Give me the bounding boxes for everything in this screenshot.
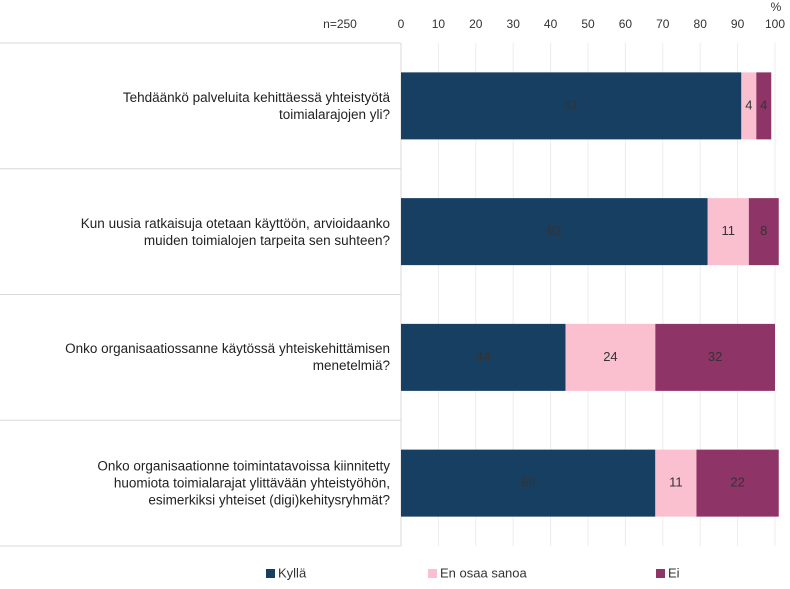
x-tick-label: 90 [731,17,745,31]
legend-swatch [656,569,665,578]
data-label: 11 [669,475,683,490]
data-label: 44 [476,349,490,364]
x-tick-label: 50 [581,17,595,31]
data-label: 91 [564,97,578,112]
data-label: 22 [730,475,744,490]
bar-segment [565,323,656,391]
annotation: n=250 [323,17,357,31]
bar-segment [696,449,779,517]
category-label: Tehdäänkö palveluita kehittäessä yhteist… [122,89,390,122]
legend-swatch [428,569,437,578]
x-tick-label: 0 [398,17,405,31]
bar-segment [401,198,708,266]
bar-segment [748,198,779,266]
legend-label: En osaa sanoa [440,565,528,580]
bar-segment [707,198,749,266]
x-tick-label: 30 [507,17,521,31]
data-label: 4 [745,97,752,112]
bar-segment [401,72,742,140]
bar-segment [401,449,656,517]
x-tick-label: 10 [432,17,446,31]
bar-segment [756,72,772,140]
x-tick-label: 40 [544,17,558,31]
x-tick-label: 100 [765,17,785,31]
data-label: 68 [521,475,535,490]
legend-label: Kyllä [278,565,307,580]
data-label: 24 [603,349,617,364]
bar-segment [655,323,775,391]
data-label: 8 [760,223,767,238]
bar-segment [401,323,566,391]
legend-swatch [266,569,275,578]
bar-segment [655,449,697,517]
x-tick-label: 60 [619,17,633,31]
data-label: 82 [547,223,561,238]
category-label: Onko organisaationne toimintatavoissa ki… [97,458,390,508]
category-label: Onko organisaatiossanne käytössä yhteisk… [65,341,390,374]
bar-segment [741,72,757,140]
category-label: Kun uusia ratkaisuja otetaan käyttöön, a… [80,215,390,248]
data-label: 11 [722,223,736,238]
data-label: 32 [708,349,722,364]
x-tick-label: 80 [694,17,708,31]
axis-unit: % [771,0,782,14]
x-tick-label: 20 [469,17,483,31]
legend-label: Ei [668,565,680,580]
data-label: 4 [760,97,767,112]
x-tick-label: 70 [656,17,670,31]
